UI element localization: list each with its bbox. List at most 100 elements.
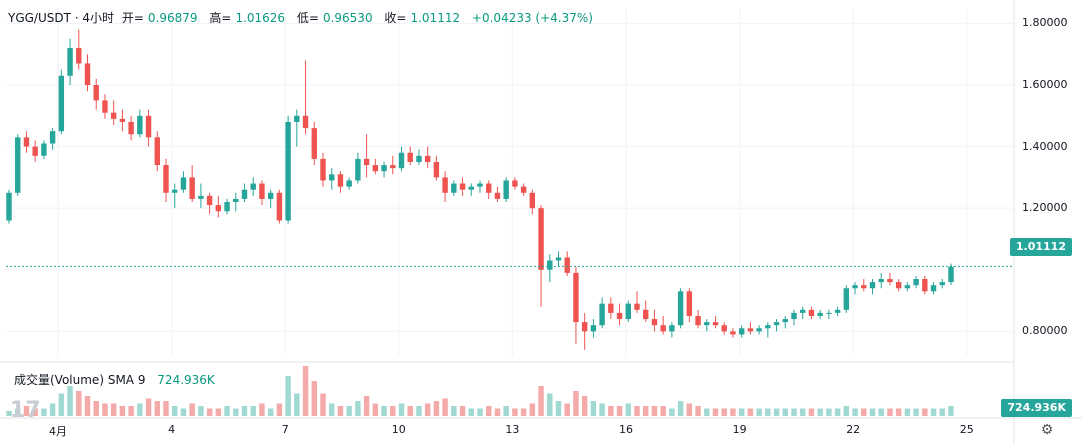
candle-body xyxy=(285,121,291,221)
candle-body xyxy=(608,303,614,313)
volume-bar xyxy=(712,408,719,416)
volume-bar xyxy=(494,408,501,416)
candle-body xyxy=(433,161,440,178)
volume-bar xyxy=(67,386,73,416)
volume-bar xyxy=(477,408,483,416)
volume-bar xyxy=(573,391,579,416)
volume-bar xyxy=(294,393,300,416)
candle-body xyxy=(259,183,265,199)
volume-bar xyxy=(398,403,405,416)
volume-bar xyxy=(137,403,143,416)
volume-bar xyxy=(704,408,710,416)
candle-body xyxy=(407,152,413,162)
candle-body xyxy=(599,303,605,326)
candle-body xyxy=(869,282,876,289)
candle-body xyxy=(800,309,806,313)
candle-body xyxy=(250,183,256,190)
volume-bar xyxy=(433,401,440,416)
volume-bar xyxy=(599,403,605,416)
price-legend: YGG/USDT · 4小时 开= 0.96879 高= 1.01626 低= 0.9… xyxy=(8,9,597,26)
candle-body xyxy=(154,137,160,166)
candle-body xyxy=(747,328,754,332)
candle-body xyxy=(337,174,344,187)
candle-body xyxy=(23,137,30,147)
volume-bar xyxy=(930,408,937,416)
volume-bar xyxy=(93,401,99,416)
candle-body xyxy=(756,328,762,332)
candle-body xyxy=(451,183,457,193)
volume-bar xyxy=(163,401,169,416)
x-tick-label: 10 xyxy=(391,423,406,436)
volume-bar xyxy=(23,406,30,416)
volume-bar xyxy=(695,406,701,416)
candle-body xyxy=(895,282,902,289)
candle-body xyxy=(137,115,143,135)
price-tag: 1.01112 xyxy=(1009,238,1072,256)
candle-body xyxy=(677,291,684,326)
volume-bar xyxy=(355,401,361,416)
logo-watermark: 17 xyxy=(10,398,41,423)
candle-body xyxy=(329,174,335,181)
volume-bar xyxy=(285,376,291,416)
volume-bar xyxy=(416,406,422,416)
candle-body xyxy=(49,131,56,144)
volume-bar xyxy=(346,406,352,416)
candle-body xyxy=(145,115,152,138)
candle-body xyxy=(730,331,736,335)
volume-bar xyxy=(233,408,239,416)
candle-body xyxy=(660,325,666,332)
candle-body xyxy=(930,285,937,292)
candle-body xyxy=(826,312,832,314)
x-tick-label: 19 xyxy=(732,423,747,436)
volume-bar xyxy=(782,408,788,416)
candle-body xyxy=(416,155,422,162)
volume-bar xyxy=(547,393,553,416)
candle-body xyxy=(224,202,230,212)
open-label: 开= 0.96879 xyxy=(121,11,198,25)
candle-body xyxy=(276,192,283,221)
volume-bar xyxy=(119,406,126,416)
volume-legend: 成交量(Volume) SMA 9 724.936K xyxy=(14,371,215,388)
candle-body xyxy=(363,158,370,166)
volume-bar xyxy=(608,406,614,416)
volume-bar xyxy=(904,408,911,416)
x-tick-label: 22 xyxy=(846,423,861,436)
volume-bar xyxy=(756,408,762,416)
y-tick-label: 1.40000 xyxy=(1022,139,1068,153)
candle-body xyxy=(110,112,117,119)
x-tick-label: 7 xyxy=(281,423,289,436)
x-tick-label: 4 xyxy=(168,423,176,436)
volume-bar xyxy=(616,406,623,416)
candle-body xyxy=(215,205,222,212)
volume-bar xyxy=(555,401,562,416)
candle-body xyxy=(738,328,745,335)
volume-bar xyxy=(6,411,12,416)
volume-bar xyxy=(878,408,884,416)
candle-body xyxy=(555,257,562,261)
volume-bar xyxy=(773,408,780,416)
volume-bar xyxy=(189,403,195,416)
volume-bar xyxy=(625,403,631,416)
candle-body xyxy=(442,177,448,193)
volume-value: 724.936K xyxy=(157,373,215,387)
volume-bar xyxy=(791,408,797,416)
candle-body xyxy=(102,100,108,113)
candle-body xyxy=(198,195,204,199)
candle-body xyxy=(398,152,405,169)
volume-bar xyxy=(643,406,649,416)
volume-bar xyxy=(206,408,213,416)
candle-body xyxy=(76,48,82,64)
volume-bar xyxy=(311,381,317,416)
candle-body xyxy=(390,165,396,169)
candle-body xyxy=(573,272,579,323)
gear-icon[interactable]: ⚙ xyxy=(1040,422,1054,438)
candle-body xyxy=(704,322,710,326)
candle-body xyxy=(625,303,631,320)
volume-bar xyxy=(267,408,274,416)
x-tick-label: 16 xyxy=(619,423,633,436)
candle-body xyxy=(486,183,492,193)
candle-body xyxy=(477,183,483,187)
volume-bar xyxy=(224,406,230,416)
